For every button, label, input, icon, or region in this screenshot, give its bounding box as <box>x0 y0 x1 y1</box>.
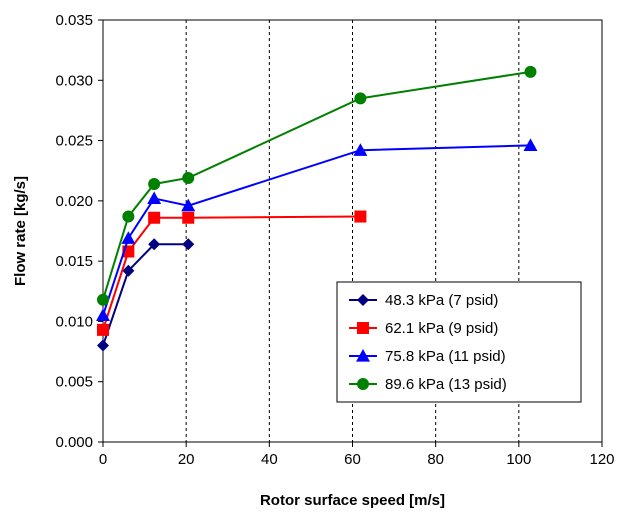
data-point <box>353 143 368 156</box>
y-tick-label: 0.035 <box>55 12 93 29</box>
y-tick-label: 0.030 <box>55 72 93 89</box>
legend-label: 75.8 kPa (11 psid) <box>385 348 506 365</box>
legend-marker <box>357 294 369 306</box>
x-tick-label: 120 <box>589 451 614 468</box>
legend-box <box>336 281 582 403</box>
data-point <box>96 308 110 321</box>
legend-marker <box>357 378 369 390</box>
x-tick-label: 0 <box>99 451 107 468</box>
series-line <box>102 215 361 331</box>
data-point <box>523 138 538 151</box>
x-tick-label: 80 <box>427 451 444 468</box>
grid-lines <box>185 20 520 442</box>
legend-label: 62.1 kPa (9 psid) <box>385 320 498 337</box>
series-2 <box>97 210 367 336</box>
axis-ticks: 0 20 40 60 80 100 120 0.000 0.005 0.010 0.015 0.020… <box>55 12 614 468</box>
series-line <box>102 70 531 301</box>
y-tick-label: 0.010 <box>55 313 93 330</box>
legend-item: 62.1 kPa (9 psid) <box>349 320 498 337</box>
data-point <box>97 323 109 336</box>
series-line <box>102 243 189 346</box>
legend-marker <box>356 349 370 362</box>
data-point <box>181 198 196 212</box>
legend-item: 48.3 kPa (7 psid) <box>349 292 498 309</box>
y-tick-label: 0.020 <box>55 193 93 210</box>
data-point <box>122 245 135 258</box>
data-point <box>147 191 162 205</box>
data-point <box>97 293 109 306</box>
data-point <box>148 238 161 251</box>
y-axis-title: Flow rate [kg/s] <box>12 176 29 286</box>
legend-label: 89.6 kPa (13 psid) <box>385 376 507 393</box>
series-3 <box>96 138 538 321</box>
series-layer <box>96 65 538 352</box>
series-1 <box>97 238 195 352</box>
data-point <box>182 211 195 224</box>
data-point <box>97 339 109 352</box>
y-tick-label: 0.025 <box>55 133 93 150</box>
data-point <box>182 171 195 184</box>
data-point <box>121 231 136 244</box>
legend-item: 89.6 kPa (13 psid) <box>349 376 507 393</box>
x-tick-label: 20 <box>178 451 195 468</box>
data-point <box>354 210 367 223</box>
y-tick-label: 0.000 <box>55 434 93 451</box>
data-point <box>122 210 135 223</box>
series-line <box>102 144 531 316</box>
legend: 48.3 kPa (7 psid) 62.1 kPa (9 psid) 75.8 k… <box>336 281 582 403</box>
x-axis-title: Rotor surface speed [m/s] <box>260 492 445 509</box>
legend-label: 48.3 kPa (7 psid) <box>385 292 498 309</box>
data-point <box>354 92 367 105</box>
x-tick-label: 40 <box>261 451 278 468</box>
data-point <box>148 211 161 224</box>
data-point <box>122 264 135 277</box>
data-point <box>148 177 161 190</box>
legend-item: 75.8 kPa (11 psid) <box>349 348 506 365</box>
x-tick-label: 60 <box>344 451 361 468</box>
legend-marker <box>357 322 369 334</box>
data-point <box>182 238 195 251</box>
series-4 <box>97 65 537 306</box>
y-tick-label: 0.015 <box>55 253 93 270</box>
data-point <box>524 65 537 78</box>
x-tick-label: 100 <box>506 451 531 468</box>
y-tick-label: 0.005 <box>55 374 93 391</box>
